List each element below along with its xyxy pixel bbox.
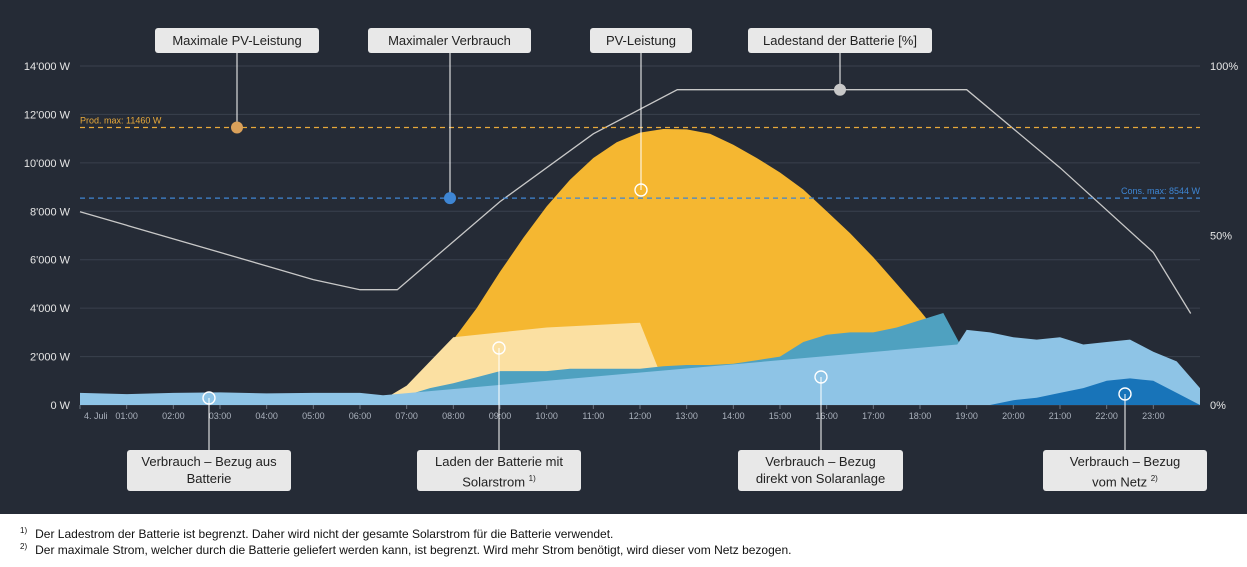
marker-battery-soc <box>834 84 846 96</box>
y-tick-label: 2'000 W <box>30 352 71 364</box>
x-tick-label: 12:00 <box>629 411 652 421</box>
ref-label-prod-max: Prod. max: 11460 W <box>80 116 162 126</box>
y-tick-label: 0 W <box>50 400 70 412</box>
footnote-1: 1) Der Ladestrom der Batterie ist begrenz… <box>20 526 613 541</box>
x-tick-label: 23:00 <box>1142 411 1165 421</box>
y2-tick-label: 0% <box>1210 400 1226 412</box>
y-tick-label: 6'000 W <box>30 255 71 267</box>
callout-pv-power: PV-Leistung <box>590 28 692 53</box>
y-tick-label: 12'000 W <box>24 109 71 121</box>
x-tick-label: 13:00 <box>675 411 698 421</box>
x-tick-label: 09:00 <box>489 411 512 421</box>
chart-areas <box>80 90 1200 405</box>
callout-battery-soc: Ladestand der Batterie [%] <box>748 28 932 53</box>
x-tick-label: 08:00 <box>442 411 465 421</box>
y2-tick-label: 100% <box>1210 61 1238 73</box>
x-tick-label: 05:00 <box>302 411 325 421</box>
y-axis-right: 0% 50% 100% <box>1210 61 1238 412</box>
y-tick-label: 8'000 W <box>30 206 71 218</box>
callout-solar-consumption: Verbrauch – Bezug direkt von Solaranlage <box>738 450 903 491</box>
footnote-2: 2) Der maximale Strom, welcher durch die … <box>20 542 791 557</box>
ref-label-cons-max: Cons. max: 8544 W <box>1121 186 1201 196</box>
x-tick-label: 18:00 <box>909 411 932 421</box>
x-tick-label: 19:00 <box>955 411 978 421</box>
callout-max-consumption: Maximaler Verbrauch <box>368 28 531 53</box>
x-tick-label: 01:00 <box>115 411 138 421</box>
x-tick-label: 21:00 <box>1049 411 1072 421</box>
x-tick-label: 11:00 <box>582 411 604 421</box>
x-axis: 4. Juli 01:00 02:00 03:00 04:00 05:00 06:00 07:… <box>80 405 1165 421</box>
callout-battery-consumption: Verbrauch – Bezug aus Batterie <box>127 450 291 491</box>
energy-chart: Prod. max: 11460 W Cons. max: 8544 W 0 W 2… <box>0 0 1247 514</box>
x-tick-label: 16:00 <box>815 411 838 421</box>
x-tick-label: 4. Juli <box>84 411 108 421</box>
x-tick-label: 04:00 <box>255 411 278 421</box>
x-tick-label: 02:00 <box>162 411 185 421</box>
y-tick-label: 4'000 W <box>30 303 71 315</box>
x-tick-label: 14:00 <box>722 411 745 421</box>
x-tick-label: 03:00 <box>209 411 232 421</box>
x-tick-label: 15:00 <box>769 411 792 421</box>
y2-tick-label: 50% <box>1210 231 1232 243</box>
y-tick-label: 14'000 W <box>24 61 71 73</box>
x-tick-label: 20:00 <box>1002 411 1025 421</box>
x-tick-label: 06:00 <box>349 411 372 421</box>
callout-grid-consumption: Verbrauch – Bezug vom Netz 2) <box>1043 450 1207 491</box>
callout-battery-charging: Laden der Batterie mit Solarstrom 1) <box>417 450 581 491</box>
y-tick-label: 10'000 W <box>24 158 71 170</box>
marker-max-consumption <box>444 192 456 204</box>
x-tick-label: 17:00 <box>862 411 885 421</box>
x-tick-label: 22:00 <box>1095 411 1118 421</box>
x-tick-label: 10:00 <box>535 411 558 421</box>
x-tick-label: 07:00 <box>395 411 418 421</box>
callout-max-pv: Maximale PV-Leistung <box>155 28 319 53</box>
marker-max-pv <box>231 122 243 134</box>
y-axis-left: 0 W 2'000 W 4'000 W 6'000 W 8'000 W 10'000 W 1… <box>24 61 71 412</box>
